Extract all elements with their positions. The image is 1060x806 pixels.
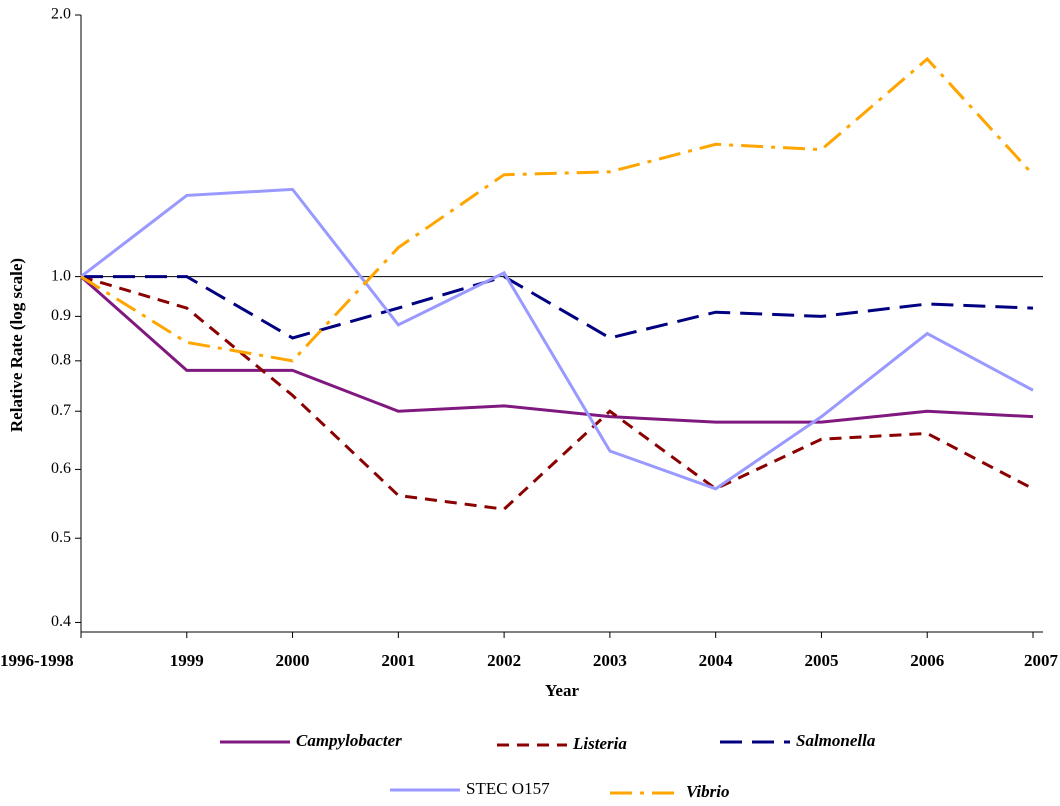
y-tick-label: 0.6	[51, 460, 71, 477]
legend-label: STEC O157	[466, 779, 550, 798]
series-line	[81, 274, 1034, 340]
y-tick-label: 0.5	[51, 529, 71, 546]
series-line	[80, 275, 1034, 511]
x-tick-label: 2006	[910, 651, 944, 670]
legend-label: Salmonella	[796, 731, 876, 750]
x-tick-label: 2004	[699, 651, 734, 670]
y-axis-label: Relative Rate (log scale)	[7, 258, 26, 432]
x-tick-label: 1996-1998	[0, 651, 74, 670]
series-line	[80, 56, 1035, 363]
x-tick-label: 2000	[276, 651, 310, 670]
series-line	[80, 187, 1034, 491]
x-tick-label: 2001	[381, 651, 415, 670]
x-axis-label: Year	[545, 681, 579, 700]
y-tick-label: 2.0	[51, 6, 71, 23]
x-tick-label: 2005	[804, 651, 838, 670]
x-tick-label: 2002	[487, 651, 521, 670]
x-tick-label: 1999	[170, 651, 204, 670]
y-tick-label: 0.7	[51, 402, 71, 419]
y-tick-label: 1.0	[51, 267, 71, 284]
y-tick-label: 0.4	[51, 613, 71, 630]
x-tick-label: 2007	[1024, 651, 1059, 670]
legend-label: Listeria	[572, 734, 627, 753]
legend-label: Vibrio	[686, 782, 729, 801]
y-tick-label: 0.8	[51, 352, 71, 369]
legend-label: Campylobacter	[296, 731, 402, 750]
x-tick-label: 2003	[593, 651, 627, 670]
y-tick-label: 0.9	[51, 307, 71, 324]
series-line	[80, 275, 1034, 424]
